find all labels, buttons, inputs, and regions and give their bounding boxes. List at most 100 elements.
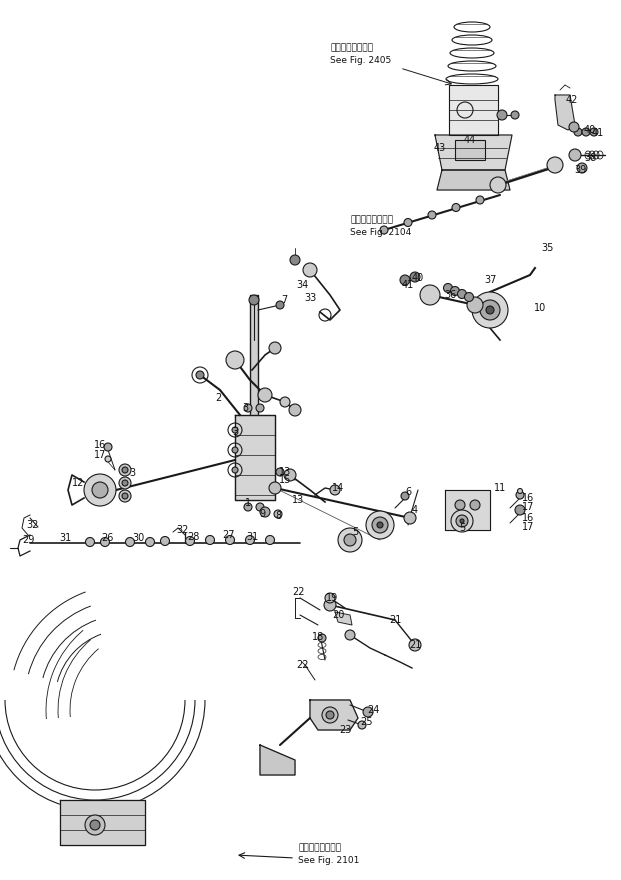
Text: See Fig. 2104: See Fig. 2104 xyxy=(350,228,411,237)
Text: 30: 30 xyxy=(132,533,144,543)
Circle shape xyxy=(256,404,264,412)
Circle shape xyxy=(290,255,300,265)
Text: 13: 13 xyxy=(292,495,304,505)
Text: 第２１０４図参照: 第２１０４図参照 xyxy=(350,216,393,224)
Circle shape xyxy=(467,297,483,313)
Text: 19: 19 xyxy=(326,593,338,603)
Circle shape xyxy=(244,503,252,511)
Text: 12: 12 xyxy=(72,478,84,488)
Circle shape xyxy=(401,492,409,500)
Polygon shape xyxy=(235,415,275,500)
Circle shape xyxy=(322,707,338,723)
Circle shape xyxy=(547,157,563,173)
Text: 41: 41 xyxy=(402,280,414,290)
Text: 41: 41 xyxy=(592,128,604,138)
Circle shape xyxy=(420,285,440,305)
Circle shape xyxy=(569,122,579,132)
Circle shape xyxy=(145,538,155,546)
Text: 3: 3 xyxy=(232,427,238,437)
Circle shape xyxy=(428,211,436,219)
Circle shape xyxy=(582,128,590,136)
Circle shape xyxy=(92,482,108,498)
Polygon shape xyxy=(310,700,358,730)
Circle shape xyxy=(490,177,506,193)
Circle shape xyxy=(206,536,214,545)
Text: 35: 35 xyxy=(542,243,554,253)
Circle shape xyxy=(232,467,238,473)
Circle shape xyxy=(119,464,131,476)
Text: See Fig. 2101: See Fig. 2101 xyxy=(298,855,360,864)
Text: 4: 4 xyxy=(412,505,418,515)
Text: 第２１０１図参照: 第２１０１図参照 xyxy=(298,844,341,853)
Text: 13: 13 xyxy=(279,467,291,477)
Text: 32: 32 xyxy=(176,525,188,535)
Polygon shape xyxy=(555,95,575,130)
Text: 2: 2 xyxy=(215,393,221,403)
Text: 10: 10 xyxy=(534,303,546,313)
Text: 31: 31 xyxy=(246,532,258,542)
Text: 5: 5 xyxy=(352,527,358,537)
Circle shape xyxy=(345,630,355,640)
Circle shape xyxy=(258,388,272,402)
Circle shape xyxy=(497,110,507,120)
Text: 27: 27 xyxy=(222,530,234,540)
Polygon shape xyxy=(449,85,498,135)
Text: 40: 40 xyxy=(584,125,596,135)
Circle shape xyxy=(276,468,284,476)
Circle shape xyxy=(515,505,525,515)
Text: 40: 40 xyxy=(412,273,424,283)
Circle shape xyxy=(245,536,255,545)
Circle shape xyxy=(472,292,508,328)
Circle shape xyxy=(458,290,466,298)
Circle shape xyxy=(249,295,259,305)
Circle shape xyxy=(122,480,128,486)
Text: 15: 15 xyxy=(279,475,291,485)
Circle shape xyxy=(480,300,500,320)
Circle shape xyxy=(476,196,484,204)
Circle shape xyxy=(366,511,394,539)
Circle shape xyxy=(404,512,416,524)
Polygon shape xyxy=(437,170,510,190)
Text: See Fig. 2405: See Fig. 2405 xyxy=(330,55,391,64)
Circle shape xyxy=(84,474,116,506)
Circle shape xyxy=(269,342,281,354)
Circle shape xyxy=(516,491,524,499)
Text: 16: 16 xyxy=(522,513,534,523)
Circle shape xyxy=(105,456,111,462)
Circle shape xyxy=(404,218,412,226)
Text: 22: 22 xyxy=(296,660,308,670)
Text: 34: 34 xyxy=(296,280,308,290)
Text: 26: 26 xyxy=(101,533,113,543)
Text: 14: 14 xyxy=(332,483,344,493)
Circle shape xyxy=(101,538,109,546)
Circle shape xyxy=(470,500,480,510)
Circle shape xyxy=(196,371,204,379)
Circle shape xyxy=(232,447,238,453)
Circle shape xyxy=(303,263,317,277)
Text: 42: 42 xyxy=(566,95,578,105)
Polygon shape xyxy=(260,745,295,775)
Text: 8: 8 xyxy=(275,511,281,521)
Circle shape xyxy=(465,292,473,302)
Text: 38: 38 xyxy=(584,153,596,163)
Text: 39: 39 xyxy=(574,165,586,175)
Circle shape xyxy=(289,404,301,416)
Polygon shape xyxy=(435,135,512,170)
Circle shape xyxy=(330,485,340,495)
Circle shape xyxy=(344,534,356,546)
Circle shape xyxy=(125,538,135,546)
Circle shape xyxy=(274,510,282,518)
Circle shape xyxy=(443,283,453,292)
Circle shape xyxy=(452,203,460,211)
Text: 18: 18 xyxy=(312,632,324,642)
Circle shape xyxy=(324,599,336,611)
Text: 3: 3 xyxy=(129,468,135,478)
Text: 43: 43 xyxy=(434,143,446,153)
Circle shape xyxy=(122,493,128,499)
Circle shape xyxy=(186,537,194,546)
Circle shape xyxy=(358,721,366,729)
Text: 21: 21 xyxy=(409,640,421,650)
Circle shape xyxy=(363,707,373,717)
Text: 37: 37 xyxy=(484,275,496,285)
Text: 31: 31 xyxy=(59,533,71,543)
